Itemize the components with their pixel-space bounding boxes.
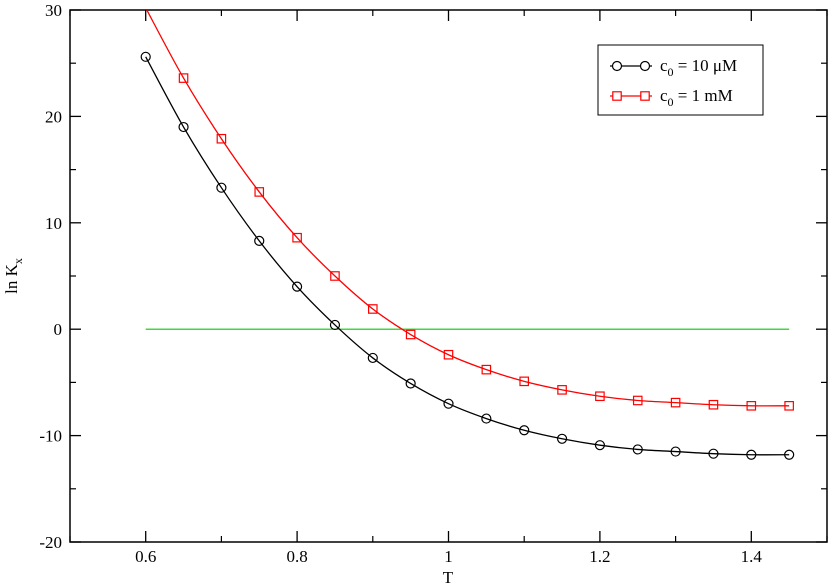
data-point-square <box>746 401 757 411</box>
data-point-square <box>632 395 643 406</box>
data-point-circle <box>519 425 530 436</box>
data-point-circle <box>632 444 643 455</box>
data-point-circle <box>556 433 568 444</box>
data-point-circle <box>178 121 189 133</box>
data-point-circle <box>708 448 719 459</box>
data-point-circle <box>746 449 757 460</box>
x-tick-label: 1 <box>444 547 453 566</box>
data-point-circle <box>216 182 227 193</box>
legend-marker-square-right <box>640 91 650 101</box>
plot-area <box>145 10 790 456</box>
y-tick-label: -10 <box>39 427 62 446</box>
data-point-square <box>557 385 567 395</box>
series-markers <box>140 51 795 460</box>
data-point-square <box>595 391 605 402</box>
x-tick-label: 1.2 <box>589 547 610 566</box>
data-point-square <box>784 401 794 411</box>
legend-box <box>597 44 764 116</box>
data-point-circle <box>367 352 378 364</box>
data-point-square <box>519 376 529 387</box>
data-point-square <box>481 364 492 375</box>
data-point-circle <box>594 440 606 451</box>
legend: c0 = 10 μM c0 = 1 mM <box>597 44 764 116</box>
data-point-square <box>670 397 681 408</box>
data-point-square <box>405 329 416 340</box>
data-point-square <box>254 187 265 197</box>
data-point-circle <box>329 319 341 331</box>
data-point-circle <box>140 51 151 62</box>
legend-label-1-rest: = 1 mM <box>674 86 733 105</box>
y-tick-label: 10 <box>45 214 62 233</box>
data-point-circle <box>254 235 265 246</box>
data-point-circle <box>443 398 454 409</box>
data-point-circle <box>670 446 681 457</box>
legend-marker-circle-right <box>639 60 651 72</box>
y-axis-label-subscript: x <box>11 258 25 264</box>
y-axis-label: ln Kx <box>2 258 25 294</box>
y-tick-label: 20 <box>45 107 62 126</box>
y-tick-label: 30 <box>45 1 62 20</box>
y-axis-label-main: ln K <box>2 263 21 293</box>
series-line-c0-10uM <box>145 56 790 456</box>
data-point-square <box>708 399 719 410</box>
data-point-circle <box>784 449 795 460</box>
x-tick-label: 0.8 <box>286 547 307 566</box>
x-axis-ticks: 0.6 0.8 1 1.2 1.4 <box>69 10 828 566</box>
y-axis-ticks: -20 -10 0 10 20 30 <box>39 1 827 552</box>
x-tick-label: 0.6 <box>135 547 156 566</box>
data-point-square <box>178 73 189 83</box>
legend-label-0-rest: = 10 μM <box>674 56 738 75</box>
legend-marker-square-left <box>612 91 622 101</box>
legend-marker-circle-left <box>611 60 623 72</box>
series-line-c0-1mM <box>146 10 790 407</box>
x-tick-label: 1.4 <box>741 547 763 566</box>
data-point-square <box>368 304 378 314</box>
data-point-square <box>330 271 340 281</box>
legend-markers <box>611 60 651 101</box>
legend-label-c0-1mM: c0 = 1 mM <box>660 86 733 109</box>
data-point-square <box>216 133 227 144</box>
data-point-circle <box>292 281 303 292</box>
y-tick-label: -20 <box>39 533 62 552</box>
data-point-circle <box>405 378 416 389</box>
y-tick-label: 0 <box>54 320 63 339</box>
legend-label-c0-10uM: c0 = 10 μM <box>660 56 737 79</box>
data-point-square <box>443 349 454 360</box>
legend-label-1-sub: 0 <box>668 95 674 109</box>
legend-label-0-sub: 0 <box>668 65 674 79</box>
legend-label-1-main: c <box>660 86 668 105</box>
data-point-circle <box>481 413 492 424</box>
x-axis-label: T <box>443 568 454 587</box>
legend-label-0-main: c <box>660 56 668 75</box>
data-point-square <box>292 232 302 243</box>
